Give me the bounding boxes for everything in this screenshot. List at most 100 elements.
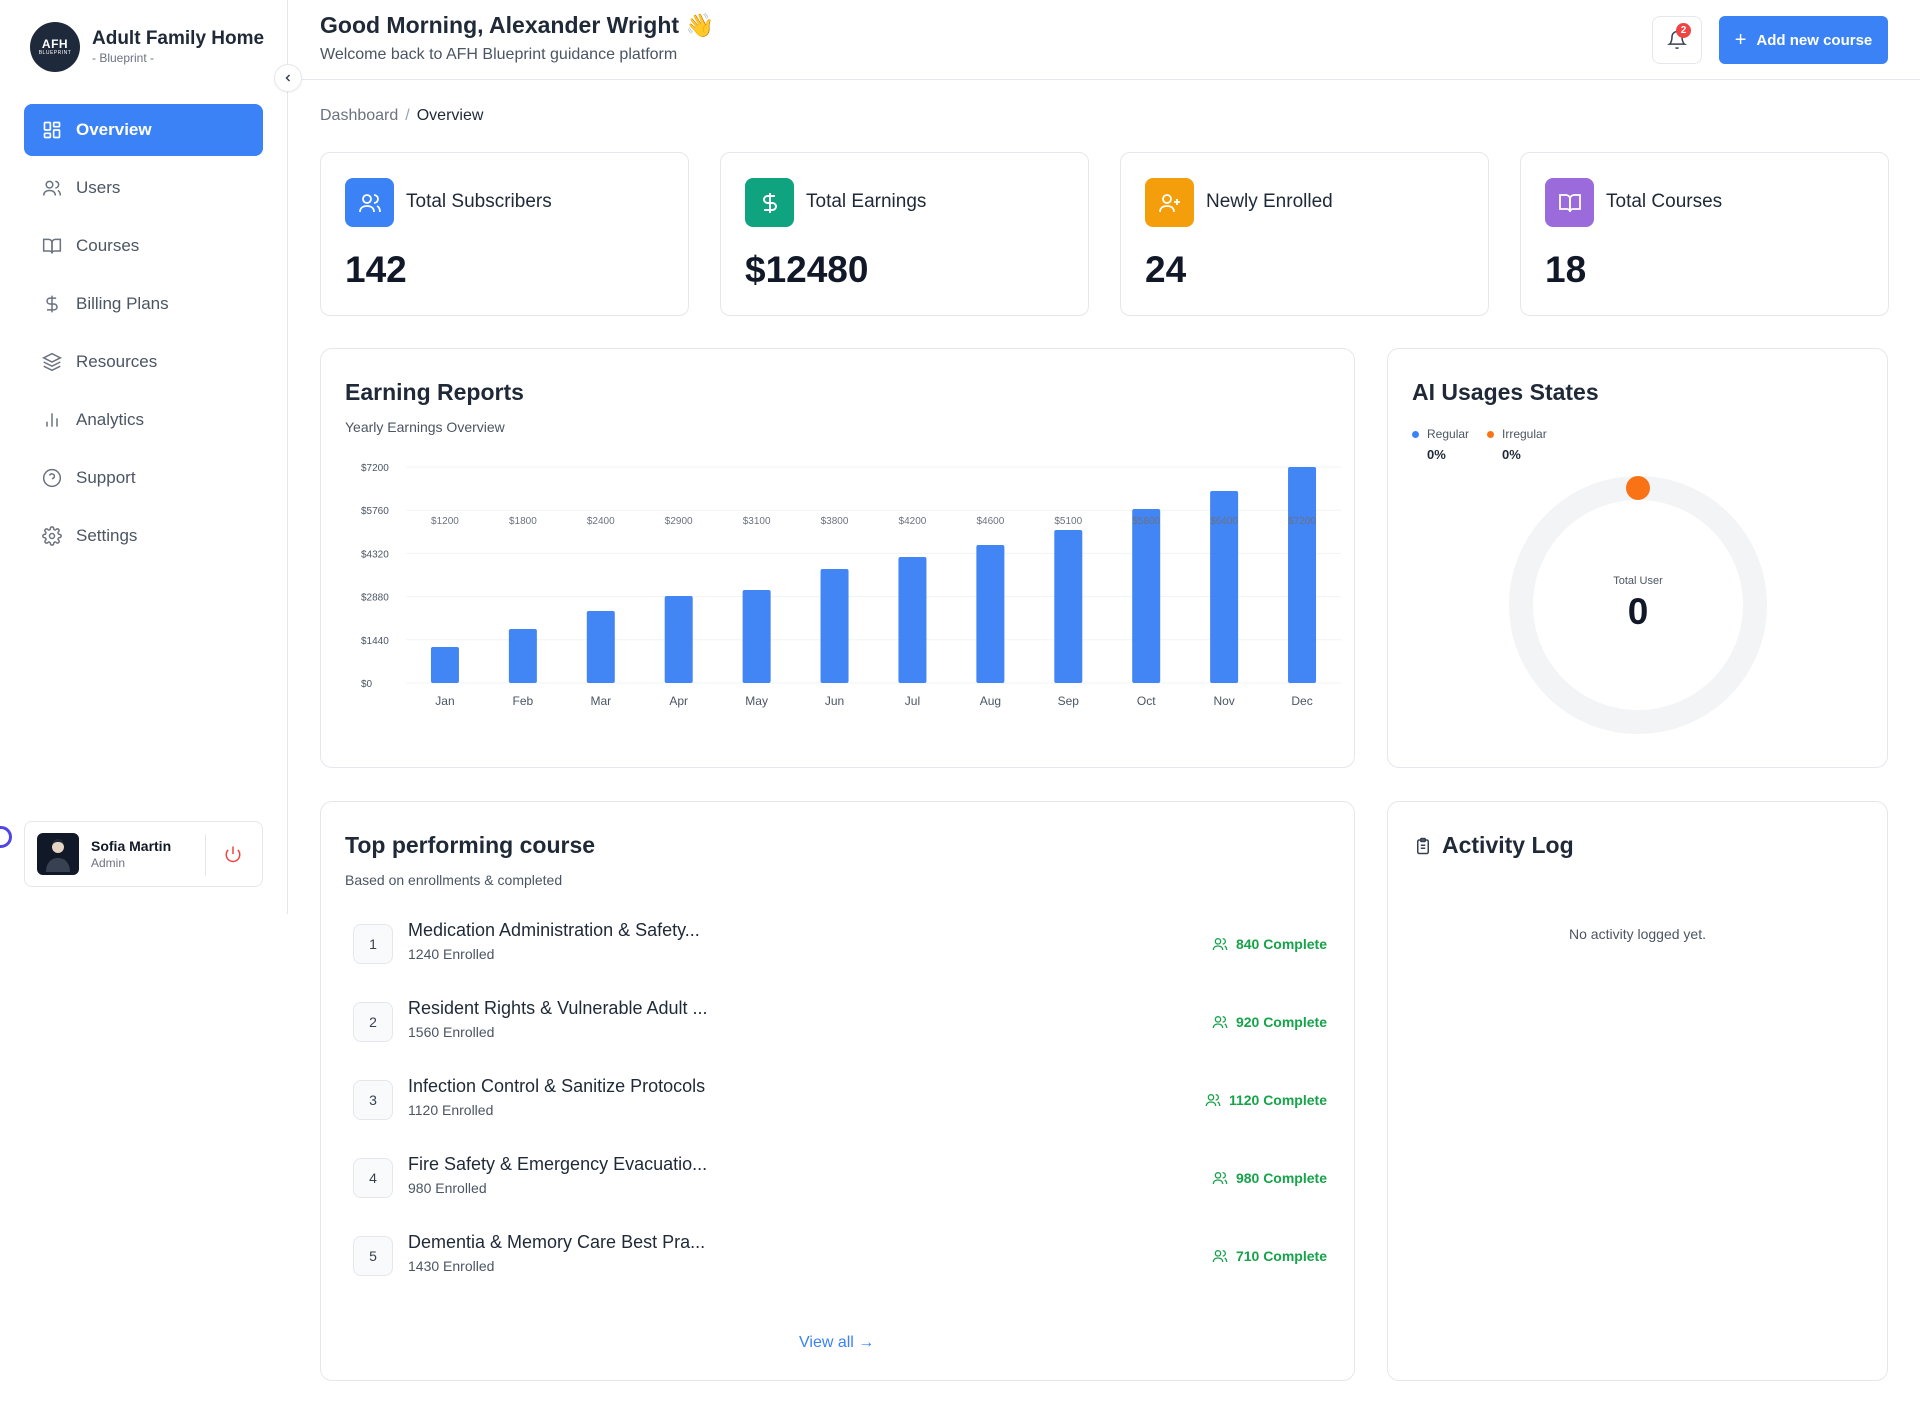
course-complete: 920 Complete	[1212, 1014, 1327, 1030]
user-role: Admin	[91, 856, 126, 870]
donut-center-label: Total User	[1613, 575, 1663, 587]
users-icon	[1205, 1094, 1221, 1107]
y-tick-label: $4320	[361, 549, 389, 560]
donut-center-value: 0	[1627, 591, 1649, 632]
earnings-bar-chart: $0 $1440 $2880 $4320 $5760 $7200 $1200 Jan $1800…	[361, 463, 1341, 708]
users-icon	[1212, 938, 1228, 951]
bar-value-label: $2400	[587, 516, 615, 527]
user-plus-icon	[1145, 178, 1194, 227]
legend-dot	[1412, 431, 1419, 439]
bar	[976, 545, 1005, 683]
add-new-course-button[interactable]: + Add new course	[1719, 16, 1888, 64]
activity-log-panel: Activity Log No activity logged yet.	[1387, 801, 1888, 1381]
sidebar-item-users[interactable]: Users	[24, 162, 263, 214]
sidebar-item-courses[interactable]: Courses	[24, 220, 263, 272]
activity-log-title: Activity Log	[1442, 832, 1574, 858]
breadcrumb-root[interactable]: Dashboard	[320, 107, 399, 124]
y-tick-label: $1440	[361, 636, 389, 647]
list-item[interactable]: 5 Dementia & Memory Care Best Pra... 143…	[353, 1226, 1329, 1286]
power-icon	[225, 846, 241, 863]
course-complete: 980 Complete	[1212, 1170, 1327, 1186]
bar	[820, 569, 849, 683]
sidebar-item-label: Resources	[76, 352, 158, 371]
brand[interactable]: AFH BLUEPRINT Adult Family Home - Bluepr…	[30, 22, 264, 72]
stat-label: Newly Enrolled	[1206, 191, 1333, 212]
x-tick-label: Aug	[980, 694, 1001, 708]
bar	[898, 557, 927, 683]
plus-icon: +	[1734, 28, 1747, 51]
user-profile-card[interactable]: Sofia Martin Admin	[24, 821, 263, 887]
course-name: Fire Safety & Emergency Evacuatio...	[408, 1154, 708, 1174]
stat-label: Total Earnings	[806, 191, 927, 212]
empty-state-message: No activity logged yet.	[1569, 926, 1706, 942]
course-enrolled: 1240 Enrolled	[408, 946, 495, 962]
breadcrumb: Dashboard / Overview	[320, 107, 483, 125]
users-icon	[1212, 1016, 1228, 1029]
panel-subtitle: Based on enrollments & completed	[345, 872, 563, 888]
list-item[interactable]: 1 Medication Administration & Safety... …	[353, 914, 1329, 974]
x-tick-label: Sep	[1058, 694, 1080, 708]
bar-value-label: $5100	[1054, 516, 1082, 527]
top-header: Good Morning, Alexander Wright 👋 Welcome…	[289, 0, 1920, 80]
legend-regular: Regular 0%	[1412, 427, 1469, 462]
sidebar-item-label: Courses	[76, 236, 140, 255]
book-open-icon	[1545, 178, 1594, 227]
logout-button[interactable]	[221, 842, 245, 866]
x-tick-label: Mar	[590, 694, 611, 708]
logo-subtext: BLUEPRINT	[38, 49, 72, 56]
x-tick-label: Feb	[513, 694, 534, 708]
user-name: Sofia Martin	[91, 838, 172, 854]
help-circle-icon	[42, 468, 62, 488]
bar	[1054, 530, 1083, 683]
bar-value-label: $3100	[743, 516, 771, 527]
sidebar-item-label: Overview	[76, 120, 152, 139]
x-tick-label: Jul	[905, 694, 920, 708]
course-name: Medication Administration & Safety...	[408, 920, 700, 940]
sidebar-item-settings[interactable]: Settings	[24, 510, 263, 562]
sidebar-item-billing-plans[interactable]: Billing Plans	[24, 278, 263, 330]
add-button-label: Add new course	[1756, 31, 1873, 49]
stat-value: 142	[345, 249, 407, 290]
sidebar-item-resources[interactable]: Resources	[24, 336, 263, 388]
stat-value: 18	[1545, 249, 1587, 290]
x-tick-label: Jan	[435, 694, 454, 708]
bar-value-label: $4200	[899, 516, 927, 527]
stat-card-earnings: Total Earnings $12480	[720, 152, 1089, 316]
y-tick-label: $0	[361, 679, 373, 690]
view-all-link[interactable]: View all →	[799, 1334, 875, 1351]
notifications-button[interactable]: 2	[1652, 16, 1702, 64]
panel-subtitle: Yearly Earnings Overview	[345, 419, 505, 435]
sidebar-item-label: Settings	[76, 526, 138, 545]
usage-donut-chart	[1509, 476, 1767, 734]
sidebar-item-analytics[interactable]: Analytics	[24, 394, 263, 446]
list-item[interactable]: 3 Infection Control & Sanitize Protocols…	[353, 1070, 1329, 1130]
bar-value-label: $3800	[821, 516, 849, 527]
x-tick-label: Apr	[669, 694, 688, 708]
y-tick-label: $2880	[361, 593, 389, 604]
sidebar-item-overview[interactable]: Overview	[24, 104, 263, 156]
dollar-icon	[42, 294, 62, 314]
list-item[interactable]: 2 Resident Rights & Vulnerable Adult ...…	[353, 992, 1329, 1052]
x-tick-label: Jun	[825, 694, 844, 708]
panel-title: Earning Reports	[345, 379, 524, 405]
gear-icon	[42, 526, 62, 546]
stat-card-enrolled: Newly Enrolled 24	[1120, 152, 1489, 316]
y-tick-label: $7200	[361, 463, 389, 474]
earning-reports-panel: $0 $1440 $2880 $4320 $5760 $7200 $1200 Jan $1800…	[320, 348, 1355, 768]
avatar	[37, 833, 79, 875]
course-enrolled: 1560 Enrolled	[408, 1024, 495, 1040]
users-icon	[1212, 1250, 1228, 1263]
list-item[interactable]: 4 Fire Safety & Emergency Evacuatio... 9…	[353, 1148, 1329, 1208]
complete-count: 920 Complete	[1235, 1014, 1327, 1030]
donut-marker	[1626, 476, 1650, 500]
sidebar-item-label: Support	[76, 468, 136, 487]
floating-handle[interactable]	[0, 826, 12, 848]
course-name: Dementia & Memory Care Best Pra...	[408, 1232, 706, 1252]
sidebar-item-support[interactable]: Support	[24, 452, 263, 504]
rank-badge: 1	[353, 924, 393, 964]
sidebar-collapse-button[interactable]	[274, 64, 302, 92]
legend-dot	[1487, 431, 1494, 439]
bar	[508, 629, 537, 683]
panel-title: Activity Log	[1414, 832, 1574, 859]
legend-value: 0%	[1427, 447, 1446, 462]
